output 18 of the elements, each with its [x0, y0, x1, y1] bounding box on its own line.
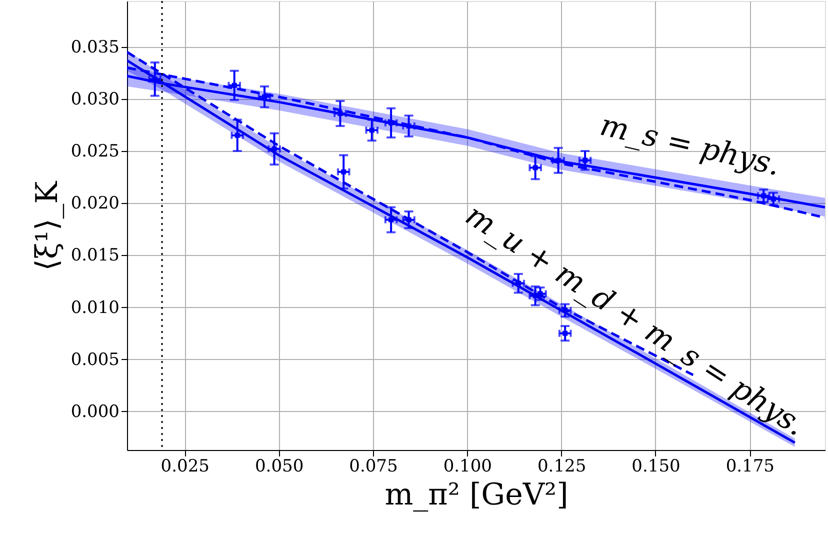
annotation: m_s = phys. — [596, 108, 784, 184]
x-tick-label: 0.150 — [632, 456, 680, 476]
x-tick-label: 0.075 — [349, 456, 398, 476]
y-tick-label: 0.025 — [70, 142, 120, 162]
y-tick-label: 0.005 — [70, 350, 120, 370]
x-tick-label: 0.050 — [254, 456, 304, 476]
y-tick-label: 0.020 — [70, 194, 120, 214]
x-tick-label: 0.125 — [537, 456, 586, 476]
y-tick-label: 0.010 — [70, 298, 120, 318]
x-tick-label: 0.175 — [726, 456, 774, 476]
y-axis-title: ⟨ξ¹⟩_K — [30, 180, 65, 271]
y-tick-label: 0.035 — [70, 37, 120, 58]
y-tick-label: 0.015 — [70, 246, 120, 266]
y-tick-label: 0.000 — [70, 402, 120, 422]
x-axis-title: m_π² [GeV²] — [384, 478, 568, 512]
x-tick-label: 0.100 — [443, 456, 492, 476]
y-tick-label: 0.030 — [70, 89, 120, 110]
x-tick-label: 0.025 — [160, 456, 210, 476]
